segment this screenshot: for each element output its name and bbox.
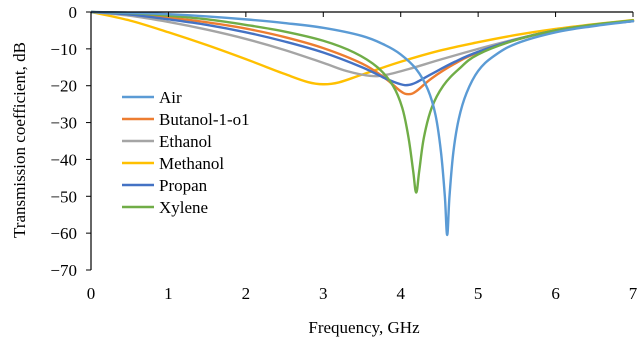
y-tick-label: −30 [50,114,77,133]
x-tick-label: 6 [551,284,560,303]
x-tick-label: 3 [319,284,328,303]
x-tick-label: 0 [87,284,96,303]
x-axis-title: Frequency, GHz [308,318,420,337]
legend-bg [118,130,288,150]
legend: Air Butanol-1-o1 Ethanol Methanol Propan Xyle… [118,86,288,217]
legend-label-propan: Propan [159,176,208,195]
y-tick-label: −60 [50,224,77,243]
series-line-methanol [91,10,635,86]
x-tick-label: 1 [164,284,173,303]
legend-bg [118,174,288,194]
y-tick-label: −20 [50,77,77,96]
legend-bg [118,152,288,172]
y-tick-label: −40 [50,150,77,169]
plot-lines [91,10,635,237]
series-line-butanol-1-o1 [91,10,635,96]
legend-bg [118,196,288,216]
legend-label-ethanol: Ethanol [159,132,212,151]
legend-label-air: Air [159,88,182,107]
legend-label-xylene: Xylene [159,198,208,217]
y-tick-label: 0 [69,3,78,22]
legend-bg [118,108,288,128]
legend-bg [118,86,288,106]
tick-labels: 0 1 2 3 4 5 6 7 0 −10 −20 −30 −40 −50 −60 −70 [50,3,637,303]
series-line-xylene [91,10,635,194]
x-tick-label: 7 [629,284,637,303]
x-tick-label: 2 [242,284,251,303]
x-tick-label: 5 [474,284,483,303]
y-tick-label: −50 [50,187,77,206]
series-line-air [91,10,635,237]
x-tick-label: 4 [396,284,405,303]
y-tick-label: −70 [50,261,77,280]
y-axis-title: Transmission coefficient, dB [10,42,29,238]
legend-label-butanol-1-o1: Butanol-1-o1 [159,110,250,129]
axes [86,11,634,271]
legend-label-methanol: Methanol [159,154,224,173]
y-tick-label: −10 [50,40,77,59]
